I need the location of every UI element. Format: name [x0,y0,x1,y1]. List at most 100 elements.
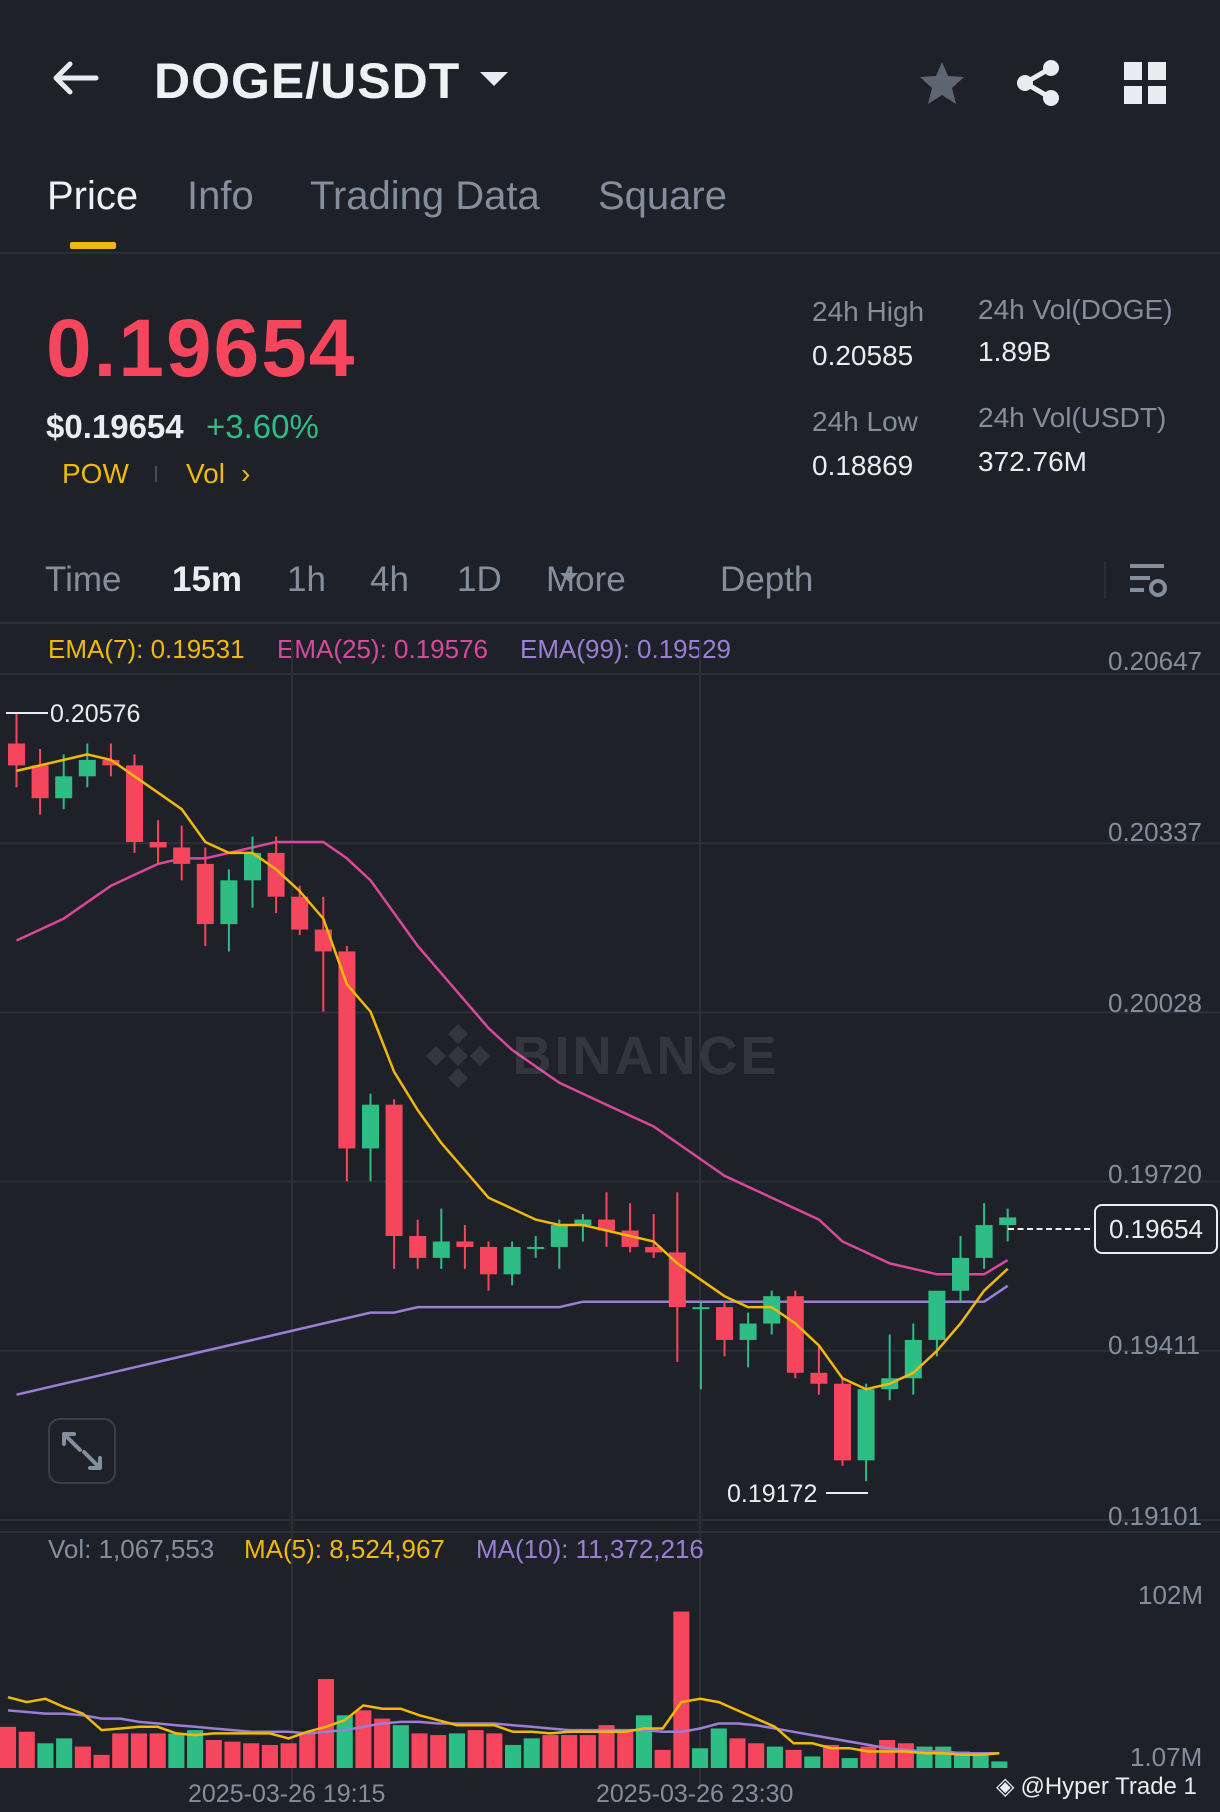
tag-vol[interactable]: Vol › [186,458,250,490]
volume-bar [355,1710,372,1768]
volume-bar [37,1743,54,1768]
volume-bar [93,1754,110,1768]
ema7-line [16,753,1009,1391]
interval-1h[interactable]: 1h [287,560,326,599]
y-tick-label: 0.20028 [1108,988,1202,1018]
tab-trading-data[interactable]: Trading Data [310,174,540,218]
candle [645,1246,663,1253]
interval-4h[interactable]: 4h [370,560,409,599]
binance-logo-icon [426,1024,490,1088]
volume-bar [130,1733,148,1768]
tab-info[interactable]: Info [187,174,254,218]
candle [55,776,73,799]
candle [527,1246,545,1249]
volume-bar [935,1746,952,1768]
candle [338,951,356,1149]
volume-bar [112,1733,129,1768]
candle [810,1372,828,1384]
stat-vol-base-label: 24h Vol(DOGE) [978,294,1173,325]
y-tick-label: 0.19411 [1108,1330,1201,1360]
volume-bar [523,1738,540,1768]
ema-legend: EMA(7): 0.19531 EMA(25): 0.19576 EMA(99)… [0,634,900,670]
y-tick-label: 0.19720 [1108,1159,1202,1189]
interval-divider [1104,562,1106,598]
tab-price[interactable]: Price [47,174,139,218]
expand-button[interactable] [48,1418,116,1484]
volume-bar [18,1731,35,1768]
tag-divider [155,466,157,482]
candle [975,1225,993,1258]
volume-bar [897,1743,914,1768]
volume-bar [785,1749,802,1768]
stat-low-label: 24h Low [812,406,918,437]
volume-bar [187,1730,204,1768]
volume-bar [317,1679,335,1768]
price-chart[interactable] [0,640,1220,1812]
candle [574,1219,592,1226]
interval-depth[interactable]: Depth [720,560,814,599]
volume-bar [374,1718,391,1768]
last-price: 0.19654 [46,303,357,394]
candle [621,1230,639,1247]
candle [196,863,214,925]
stat-vol-base-value: 1.89B [978,336,1052,367]
share-icon [1017,60,1059,106]
candle [244,852,261,881]
volume-bar [505,1744,522,1768]
candle [763,1296,781,1324]
candle [362,1104,379,1149]
volume-bar [822,1744,840,1768]
x-tick-label: 2025-03-26 19:15 [188,1780,386,1808]
candle [149,841,167,848]
caret-down-icon [560,573,578,583]
volume-bar [224,1741,241,1768]
candle [857,1389,875,1461]
share-button[interactable] [1015,58,1063,113]
stat-low-value: 0.18869 [812,450,914,481]
volume-bar [243,1743,260,1768]
volume-bar [579,1735,596,1768]
volume-bar [74,1746,91,1768]
volume-bar [261,1744,278,1768]
candle [102,759,120,766]
candle [598,1219,615,1231]
interval-more[interactable]: More [546,560,626,600]
price-change: +3.60% [206,408,319,445]
tab-square[interactable]: Square [598,174,727,218]
volume-bar [205,1740,222,1768]
last-price-tag: 0.19654 [1094,1204,1218,1254]
pair-selector[interactable]: DOGE/USDT [154,52,509,110]
candle [267,852,285,897]
tag-pow[interactable]: POW [62,458,129,489]
stat-high-label: 24h High [812,296,925,327]
credit: ◈ @Hyper Trade 1 [996,1772,1197,1801]
interval-1d[interactable]: 1D [457,560,502,599]
vol-ma10-line [7,1709,1000,1755]
volume-bar [448,1733,465,1768]
back-button[interactable] [48,58,108,108]
caret-down-icon [480,71,509,86]
candle [173,847,191,864]
star-icon [920,62,964,104]
favorite-button[interactable] [918,60,966,111]
layout-button[interactable] [1124,62,1166,109]
interval-15m[interactable]: 15m [172,560,243,599]
volume-legend: Vol: 1,067,553 MA(5): 8,524,967 MA(10): … [0,1534,900,1570]
diamond-logo-icon: ◈ [996,1773,1015,1800]
volume-bar [598,1725,615,1768]
volume-bar [168,1733,185,1768]
volume-bar [561,1735,578,1768]
y-tick-label: 0.20647 [1108,646,1202,676]
volume-bar [0,1726,17,1768]
volume-bar [467,1730,484,1768]
chart-settings-button[interactable] [1128,560,1168,605]
interval-separator [0,622,1220,624]
active-tab-indicator [70,242,116,249]
volume-bar [673,1611,690,1768]
interval-bar: Time 15m 1h 4h 1D More Depth [0,560,1220,620]
volume-bar [299,1733,316,1768]
candle [456,1241,474,1247]
x-tick-label: 2025-03-26 23:30 [596,1780,794,1808]
high-marker-line [6,712,48,714]
interval-time[interactable]: Time [45,560,122,599]
